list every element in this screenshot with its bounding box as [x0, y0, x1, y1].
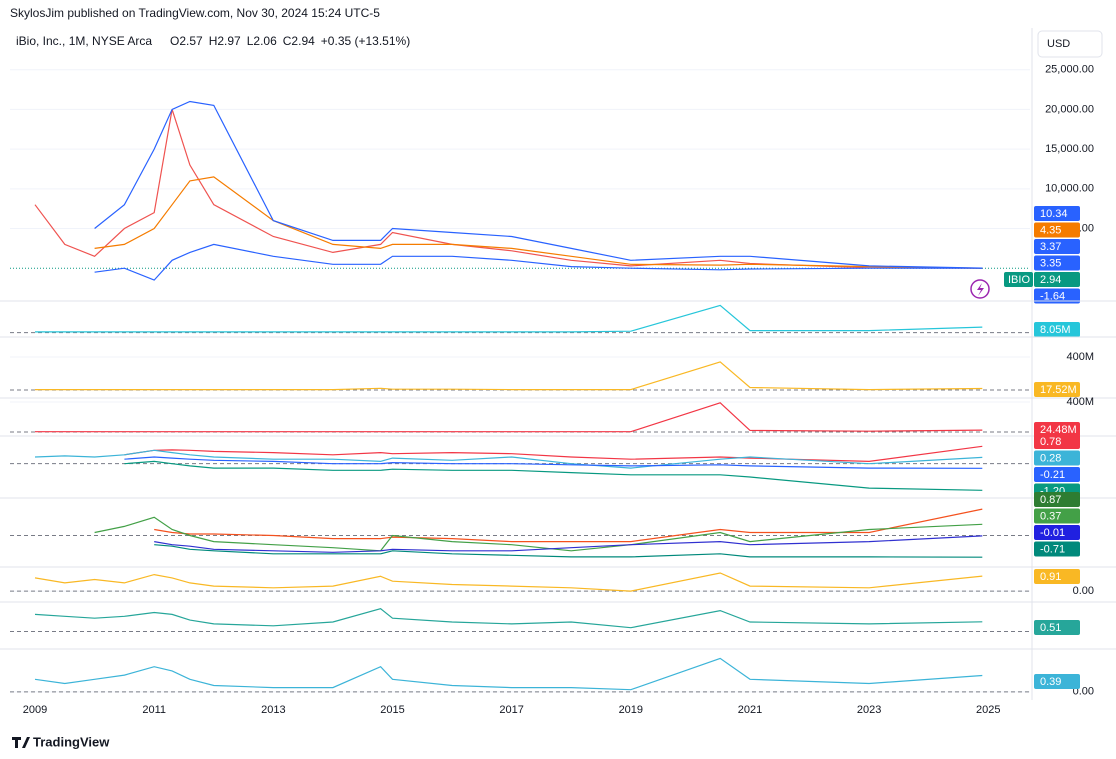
symbol-tag	[1004, 272, 1033, 287]
y-tick-label: 15,000.00	[1045, 143, 1094, 155]
series-line	[34, 657, 983, 691]
x-tick-label: 2009	[23, 704, 47, 716]
ohlc: O2.57 H2.97 L2.06 C2.94 +0.35 (+13.51%)	[170, 34, 410, 48]
series-line	[35, 304, 983, 333]
price-tag	[1034, 620, 1080, 635]
x-tick-label: 2019	[619, 704, 643, 716]
series-line	[154, 544, 983, 558]
footer-brand: TradingView	[33, 734, 110, 749]
price-tag-label: 2.94	[1040, 274, 1061, 286]
series-line	[94, 100, 983, 269]
price-tag	[1034, 272, 1080, 287]
price-tag	[1034, 382, 1080, 397]
y-tick-label: 20,000.00	[1045, 103, 1094, 115]
x-tick-label: 2015	[380, 704, 404, 716]
series-line	[154, 508, 983, 543]
y-tick-label: 0.00	[1073, 585, 1094, 597]
series-line	[124, 456, 983, 469]
x-tick-label: 2021	[738, 704, 762, 716]
series-line	[154, 535, 983, 553]
ohlc-value: O2.57	[170, 34, 203, 48]
symbol-line: iBio, Inc., 1M, NYSE Arca	[16, 34, 152, 48]
price-tag	[1034, 525, 1080, 540]
price-tag	[1034, 450, 1080, 466]
price-tag	[1034, 508, 1080, 524]
x-tick-label: 2011	[142, 704, 166, 716]
price-tag-label: 10.34	[1040, 208, 1068, 220]
x-tick-label: 2025	[976, 704, 1000, 716]
price-tag-label: -1.64	[1040, 290, 1065, 302]
series-line	[124, 445, 983, 463]
price-tag-label: -0.71	[1040, 543, 1065, 555]
price-tag	[1034, 422, 1080, 437]
ohlc-value: H2.97	[209, 34, 241, 48]
series-line	[94, 176, 983, 269]
price-tag	[1034, 322, 1080, 337]
price-tag-label: 0.78	[1040, 436, 1061, 448]
price-tag-label: 3.35	[1040, 257, 1061, 269]
price-tag	[1034, 206, 1080, 221]
ohlc-value: L2.06	[247, 34, 277, 48]
price-tag	[1034, 541, 1080, 557]
price-tag-label: 0.51	[1040, 622, 1061, 634]
logo	[12, 737, 30, 748]
series-line	[34, 109, 983, 269]
price-tag	[1034, 255, 1080, 271]
attribution: SkylosJim published on TradingView.com, …	[10, 6, 380, 20]
price-tag-label: 4.35	[1040, 224, 1061, 236]
price-tag-label: 0.37	[1040, 510, 1061, 522]
y-tick-label: 10,000.00	[1045, 183, 1094, 195]
series-line	[94, 516, 983, 552]
series-line	[124, 460, 983, 491]
series-line	[94, 243, 983, 281]
x-tick-label: 2017	[499, 704, 523, 716]
price-tag	[1034, 467, 1080, 482]
y-tick-label: 25,000.00	[1045, 64, 1094, 76]
series-line	[34, 572, 983, 592]
currency-box[interactable]	[1037, 30, 1103, 58]
price-tag-label: 0.28	[1040, 452, 1061, 464]
price-tag	[1034, 434, 1080, 449]
price-tag-label: 0.39	[1040, 676, 1061, 688]
series-line	[34, 449, 983, 469]
price-tag-label: 17.52M	[1040, 384, 1077, 396]
price-tag	[1034, 239, 1080, 254]
x-tick-label: 2023	[857, 704, 881, 716]
y-tick-label: 400M	[1066, 351, 1094, 363]
series-line	[35, 361, 983, 391]
y-tick-label: 400M	[1066, 396, 1094, 408]
event-icon-bolt	[977, 283, 984, 296]
price-tag-label: 0.87	[1040, 494, 1061, 506]
price-tag	[1034, 288, 1080, 304]
symbol-tag-label: IBIO	[1008, 274, 1030, 286]
ohlc-value: +0.35 (+13.51%)	[321, 34, 410, 48]
price-tag-label: 0.91	[1040, 571, 1061, 583]
ohlc-value: C2.94	[283, 34, 315, 48]
series-line	[35, 402, 983, 433]
currency[interactable]: USD	[1047, 38, 1070, 50]
price-tag-label: -0.01	[1040, 527, 1065, 539]
price-tag	[1034, 674, 1080, 689]
price-tag-label: 3.37	[1040, 241, 1061, 253]
price-tag	[1034, 222, 1080, 238]
price-tag-label: -0.21	[1040, 469, 1065, 481]
series-line	[34, 608, 983, 629]
price-tag	[1034, 569, 1080, 584]
x-tick-label: 2013	[261, 704, 285, 716]
price-tag-label: 8.05M	[1040, 324, 1071, 336]
price-tag-label: 24.48M	[1040, 424, 1077, 436]
price-tag	[1034, 492, 1080, 507]
